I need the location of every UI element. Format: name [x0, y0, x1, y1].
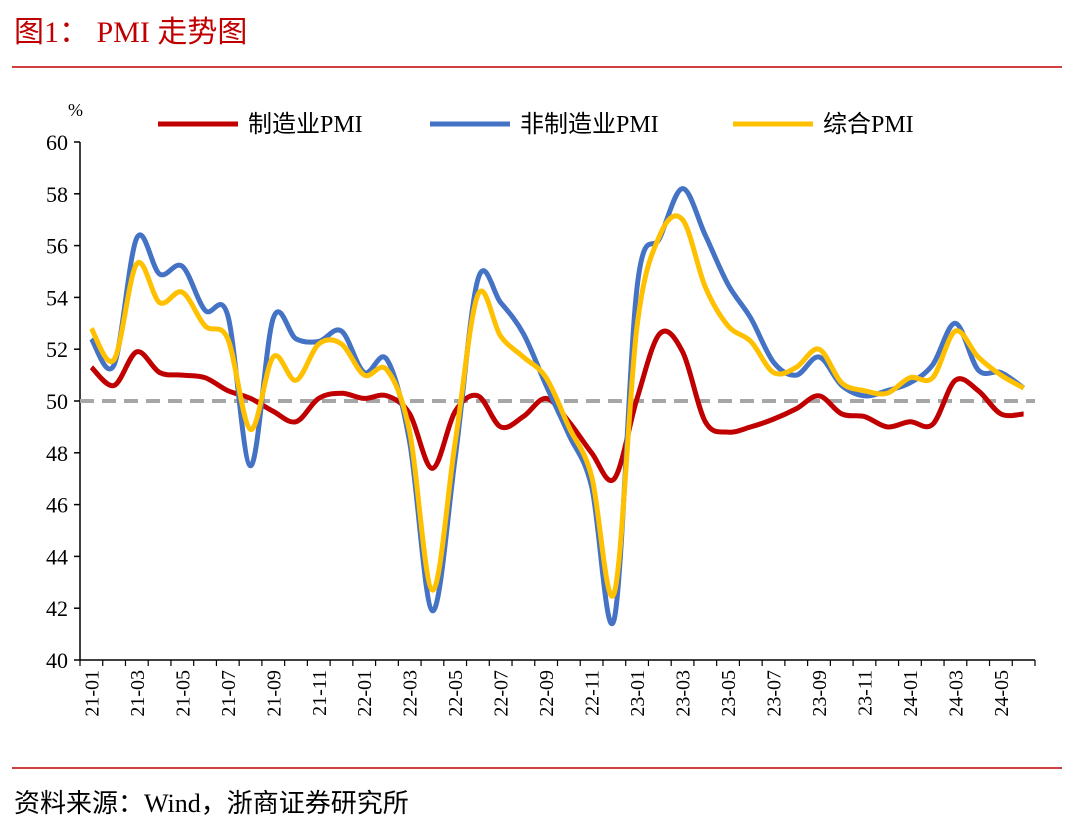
x-tick-label: 22-11 [582, 670, 604, 716]
y-axis-unit: % [68, 100, 83, 120]
x-tick-label: 21-05 [172, 670, 194, 717]
y-tick-label: 54 [46, 285, 68, 310]
x-tick-label: 23-01 [627, 670, 649, 717]
x-tick-label: 22-03 [400, 670, 422, 717]
x-tick-label: 24-05 [991, 670, 1013, 717]
legend-label: 制造业PMI [248, 111, 363, 138]
y-tick-label: 46 [46, 493, 68, 518]
y-tick-label: 50 [46, 389, 68, 414]
chart-title: 图1： PMI 走势图 [14, 16, 247, 49]
series-line [89, 213, 1025, 599]
y-tick-label: 42 [46, 596, 68, 621]
x-tick-label: 22-09 [536, 670, 558, 717]
x-tick-label: 21-03 [127, 670, 149, 717]
y-tick-label: 52 [46, 337, 68, 362]
x-tick-label: 21-11 [309, 670, 331, 716]
x-tick-label: 24-01 [900, 670, 922, 717]
y-tick-label: 40 [46, 648, 68, 673]
source-note: 资料来源：Wind，浙商证券研究所 [14, 789, 409, 818]
x-tick-label: 21-01 [81, 670, 103, 717]
x-tick-label: 23-11 [854, 670, 876, 716]
x-tick-label: 23-09 [809, 670, 831, 717]
y-tick-label: 56 [46, 234, 68, 259]
y-tick-label: 44 [46, 544, 68, 569]
x-tick-label: 22-07 [491, 670, 513, 717]
x-tick-label: 21-07 [218, 670, 240, 717]
x-tick-label: 22-05 [445, 670, 467, 717]
y-tick-label: 58 [46, 182, 68, 207]
legend-label: 非制造业PMI [520, 111, 659, 138]
x-tick-label: 22-01 [354, 670, 376, 717]
y-tick-label: 48 [46, 441, 68, 466]
y-tick-label: 60 [46, 130, 68, 155]
legend-label: 综合PMI [823, 111, 914, 138]
x-tick-label: 24-03 [945, 670, 967, 717]
x-tick-label: 23-05 [718, 670, 740, 717]
x-tick-label: 23-03 [673, 670, 695, 717]
x-tick-label: 21-09 [263, 670, 285, 717]
x-tick-label: 23-07 [764, 670, 786, 717]
